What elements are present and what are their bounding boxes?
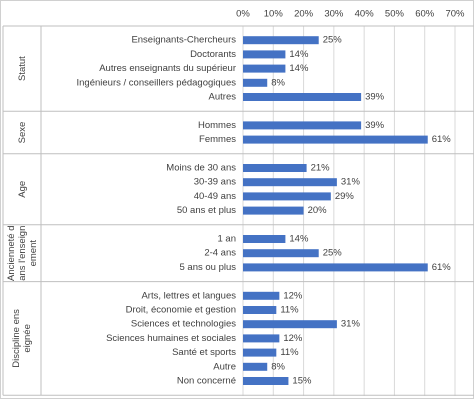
bar xyxy=(243,291,280,300)
x-tick-label: 0% xyxy=(236,9,250,20)
group-label-box: Sexe xyxy=(16,121,28,144)
group-label: Ancienneté dans l'enseignement xyxy=(5,225,39,281)
bar xyxy=(243,263,428,272)
value-label: 31% xyxy=(341,177,361,188)
value-label: 11% xyxy=(280,347,299,358)
category-label: 40-49 ans xyxy=(194,191,237,202)
category-label: Ingénieurs / conseillers pédagogiques xyxy=(77,77,237,88)
x-tick-label: 60% xyxy=(415,9,435,20)
group-label-box: Statut xyxy=(16,56,28,82)
bar xyxy=(243,320,337,329)
bar xyxy=(243,235,286,243)
category-label: Autre xyxy=(213,361,236,372)
bar xyxy=(243,334,280,343)
category-label: Arts, lettres et langues xyxy=(141,290,236,301)
category-label: Droit, économie et gestion xyxy=(126,305,236,316)
x-tick-label: 10% xyxy=(264,9,284,20)
category-label: Enseignants-Chercheurs xyxy=(131,35,236,46)
bar xyxy=(243,121,362,130)
bar xyxy=(243,249,319,258)
value-label: 61% xyxy=(432,262,452,273)
value-label: 31% xyxy=(341,319,361,330)
x-tick-label: 70% xyxy=(445,9,465,20)
value-label: 15% xyxy=(292,376,312,387)
category-label: Autres enseignants du supérieur xyxy=(99,63,236,74)
bar xyxy=(243,64,286,73)
category-label: Autres xyxy=(209,92,237,103)
bar xyxy=(243,178,337,187)
bar xyxy=(243,78,268,87)
value-label: 12% xyxy=(283,290,303,301)
value-label: 20% xyxy=(308,205,328,216)
category-label: 5 ans ou plus xyxy=(179,262,236,273)
bar xyxy=(243,164,307,172)
category-label: Santé et sports xyxy=(172,347,236,358)
value-label: 11% xyxy=(280,305,299,316)
value-label: 39% xyxy=(365,92,385,103)
group-label: Statut xyxy=(16,56,28,82)
bar xyxy=(243,135,428,144)
bar xyxy=(243,36,319,45)
bar xyxy=(243,93,362,101)
bar xyxy=(243,192,331,201)
bar xyxy=(243,306,277,314)
category-label: 30-39 ans xyxy=(194,177,237,188)
value-label: 25% xyxy=(323,248,343,259)
value-label: 14% xyxy=(289,234,309,245)
x-tick-label: 50% xyxy=(385,9,405,20)
group-label: Sexe xyxy=(16,121,28,144)
category-label: 2-4 ans xyxy=(204,248,236,259)
bar xyxy=(243,362,268,371)
value-label: 25% xyxy=(323,35,343,46)
category-label: Moins de 30 ans xyxy=(166,163,236,174)
value-label: 12% xyxy=(283,333,303,344)
value-label: 14% xyxy=(289,49,309,60)
value-label: 8% xyxy=(271,77,285,88)
value-label: 29% xyxy=(335,191,355,202)
bar xyxy=(243,377,289,385)
category-label: Hommes xyxy=(198,120,236,131)
category-label: 1 an xyxy=(218,234,237,245)
value-label: 39% xyxy=(365,120,385,131)
category-label: Non concerné xyxy=(177,376,236,387)
group-label: Age xyxy=(16,180,28,198)
value-label: 21% xyxy=(311,163,331,174)
bar xyxy=(243,50,286,59)
category-label: Sciences humaines et sociales xyxy=(106,333,236,344)
category-label: Sciences et technologies xyxy=(131,319,236,330)
group-label-box: Ancienneté dans l'enseignement xyxy=(5,225,39,281)
category-label: 50 ans et plus xyxy=(177,205,236,216)
value-label: 14% xyxy=(289,63,309,74)
bar xyxy=(243,348,277,357)
bar xyxy=(243,206,304,215)
group-label-box: Discipline enseignée xyxy=(11,309,33,368)
group-label: Discipline enseignée xyxy=(11,309,33,368)
x-tick-label: 20% xyxy=(294,9,314,20)
group-label-box: Age xyxy=(16,180,28,198)
value-label: 61% xyxy=(432,134,452,145)
category-label: Doctorants xyxy=(190,49,236,60)
value-label: 8% xyxy=(271,361,285,372)
x-tick-label: 30% xyxy=(324,9,344,20)
x-tick-label: 40% xyxy=(355,9,375,20)
category-label: Femmes xyxy=(199,134,236,145)
